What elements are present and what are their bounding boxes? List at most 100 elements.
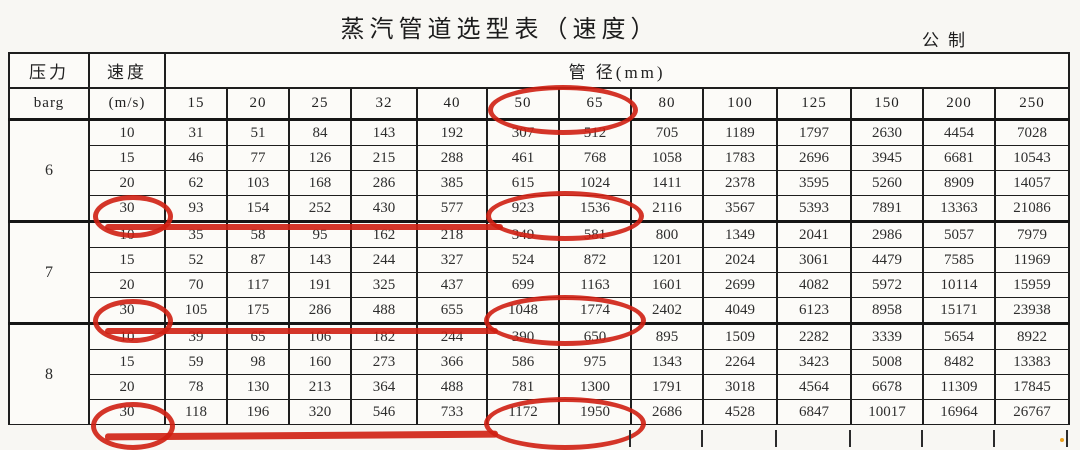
value-cell: 5260: [850, 170, 924, 196]
value-cell: 286: [350, 170, 418, 196]
value-cell: 2041: [776, 220, 852, 248]
value-cell: 26767: [993, 399, 1071, 425]
value-cell: 7585: [922, 247, 996, 273]
velocity-cell: 15: [88, 349, 166, 375]
value-cell: 215: [350, 145, 418, 171]
pressure-cell: 6: [8, 118, 90, 222]
value-cell: 21086: [993, 195, 1071, 222]
pressure-cell: 7: [8, 220, 90, 324]
column-border-stub: [849, 430, 851, 447]
value-cell: 65: [226, 322, 290, 350]
value-cell: 70: [164, 272, 228, 298]
value-cell: 2402: [630, 297, 704, 324]
value-cell: 2699: [702, 272, 778, 298]
value-cell: 31: [164, 118, 228, 146]
scan-speck: [1060, 438, 1064, 442]
diameter-col-125: 125: [776, 87, 852, 121]
table-row: 15 52 87 143 244 327 524 872 1201 2024 3061 4479 758…: [9, 247, 1071, 273]
value-cell: 1048: [486, 297, 560, 324]
value-cell: 2696: [776, 145, 852, 171]
velocity-header: 速度: [88, 52, 166, 89]
value-cell: 16964: [922, 399, 996, 425]
diameter-col-150: 150: [850, 87, 924, 121]
value-cell: 78: [164, 374, 228, 400]
value-cell: 93: [164, 195, 228, 222]
value-cell: 252: [288, 195, 352, 222]
value-cell: 307: [486, 118, 560, 146]
diameter-col-25: 25: [288, 87, 352, 121]
diameter-col-65: 65: [558, 87, 632, 121]
table-row: 20 62 103 168 286 385 615 1024 1411 2378 3595 5260 8…: [9, 170, 1071, 196]
value-cell: 1189: [702, 118, 778, 146]
value-cell: 1536: [558, 195, 632, 222]
value-cell: 733: [416, 399, 488, 425]
value-cell: 1172: [486, 399, 560, 425]
value-cell: 77: [226, 145, 290, 171]
value-cell: 4528: [702, 399, 778, 425]
table-row: 8 10 39 65 106 182 244 390 650 895 1509 2282 3339 565…: [8, 322, 1071, 425]
value-cell: 1797: [776, 118, 852, 146]
underline-row30-p8: [104, 430, 499, 441]
value-cell: 6847: [776, 399, 852, 425]
value-cell: 2282: [776, 322, 852, 350]
value-cell: 8909: [922, 170, 996, 196]
value-cell: 87: [226, 247, 290, 273]
column-border-stub: [629, 430, 631, 447]
value-cell: 699: [486, 272, 560, 298]
value-cell: 191: [288, 272, 352, 298]
diameter-col-200: 200: [922, 87, 996, 121]
velocity-cell: 10: [88, 322, 166, 350]
value-cell: 7028: [993, 118, 1071, 146]
pipe-selection-table: 压力 速度 管 径(mm) barg (m/s) 15 20 25 32 40 …: [8, 52, 1071, 425]
diameter-col-250: 250: [993, 87, 1071, 121]
value-cell: 2378: [702, 170, 778, 196]
value-cell: 325: [350, 272, 418, 298]
pressure-cell: 8: [8, 322, 90, 425]
table-row: 20 70 117 191 325 437 699 1163 1601 2699 4082 5972 1…: [9, 272, 1071, 298]
value-cell: 84: [288, 118, 352, 146]
value-cell: 162: [350, 220, 418, 248]
value-cell: 143: [350, 118, 418, 146]
value-cell: 437: [416, 272, 488, 298]
value-cell: 650: [558, 322, 632, 350]
value-cell: 51: [226, 118, 290, 146]
value-cell: 385: [416, 170, 488, 196]
value-cell: 5654: [922, 322, 996, 350]
diameter-col-50: 50: [486, 87, 560, 121]
value-cell: 39: [164, 322, 228, 350]
diameter-col-20: 20: [226, 87, 290, 121]
velocity-unit: (m/s): [88, 87, 166, 121]
value-cell: 975: [558, 349, 632, 375]
value-cell: 461: [486, 145, 560, 171]
table-header: 压力 速度 管 径(mm) barg (m/s) 15 20 25 32 40 …: [8, 52, 1071, 121]
value-cell: 1601: [630, 272, 704, 298]
value-cell: 3339: [850, 322, 924, 350]
velocity-cell: 15: [88, 145, 166, 171]
value-cell: 117: [226, 272, 290, 298]
value-cell: 3945: [850, 145, 924, 171]
value-cell: 168: [288, 170, 352, 196]
velocity-cell: 30: [88, 297, 166, 324]
value-cell: 98: [226, 349, 290, 375]
value-cell: 2024: [702, 247, 778, 273]
value-cell: 244: [416, 322, 488, 350]
value-cell: 46: [164, 145, 228, 171]
value-cell: 288: [416, 145, 488, 171]
value-cell: 366: [416, 349, 488, 375]
value-cell: 1201: [630, 247, 704, 273]
value-cell: 768: [558, 145, 632, 171]
value-cell: 3567: [702, 195, 778, 222]
value-cell: 1783: [702, 145, 778, 171]
velocity-cell: 20: [88, 272, 166, 298]
value-cell: 1024: [558, 170, 632, 196]
value-cell: 524: [486, 247, 560, 273]
value-cell: 4082: [776, 272, 852, 298]
velocity-cell: 30: [88, 399, 166, 425]
diameter-col-32: 32: [350, 87, 418, 121]
table-row: 7 10 35 58 95 162 218 349 581 800 1349 2041 2986 5057…: [8, 220, 1071, 324]
value-cell: 8958: [850, 297, 924, 324]
value-cell: 655: [416, 297, 488, 324]
value-cell: 2686: [630, 399, 704, 425]
diameter-col-40: 40: [416, 87, 488, 121]
value-cell: 781: [486, 374, 560, 400]
